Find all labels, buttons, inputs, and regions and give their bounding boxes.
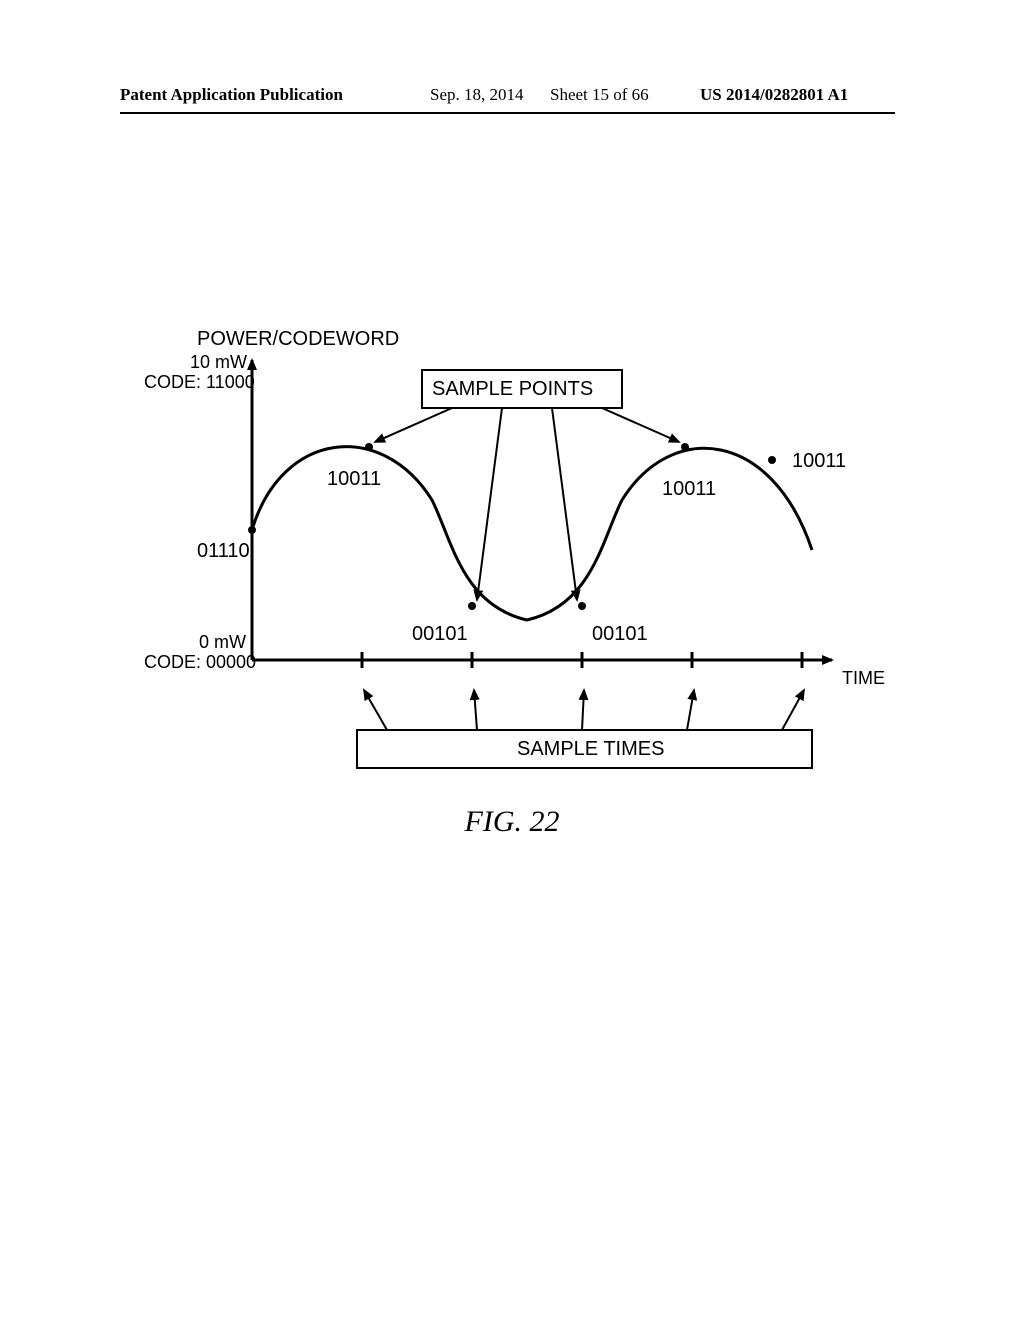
page: Patent Application Publication Sep. 18, … [0, 0, 1024, 1320]
codeword-label: 01110 [197, 540, 250, 563]
figure-caption: FIG. 22 [0, 805, 1024, 839]
y-max-power: 10 mW [187, 352, 247, 373]
codeword-label: 10011 [662, 478, 716, 501]
figure-area: POWER/CODEWORD 10 mW CODE: 11000 0 mW CO… [0, 350, 1024, 839]
sample-points-label: SAMPLE POINTS [432, 378, 593, 401]
header-publication: Patent Application Publication [120, 85, 343, 105]
y-axis-title: POWER/CODEWORD [197, 328, 399, 351]
figure-svg [132, 350, 892, 780]
codeword-label: 00101 [412, 623, 468, 646]
y-max-code: CODE: 11000 [144, 372, 255, 393]
header-sheet: Sheet 15 of 66 [550, 85, 649, 105]
header-pubnum: US 2014/0282801 A1 [700, 85, 848, 105]
codeword-label: 10011 [792, 450, 846, 473]
header-rule [120, 112, 895, 114]
y-min-power: 0 mW [194, 632, 246, 653]
codeword-label: 10011 [327, 468, 381, 491]
sample-times-label: SAMPLE TIMES [517, 738, 664, 761]
y-min-code: CODE: 00000 [144, 652, 256, 673]
x-axis-title: TIME [842, 668, 885, 689]
codeword-label: 00101 [592, 623, 648, 646]
header-date: Sep. 18, 2014 [430, 85, 524, 105]
